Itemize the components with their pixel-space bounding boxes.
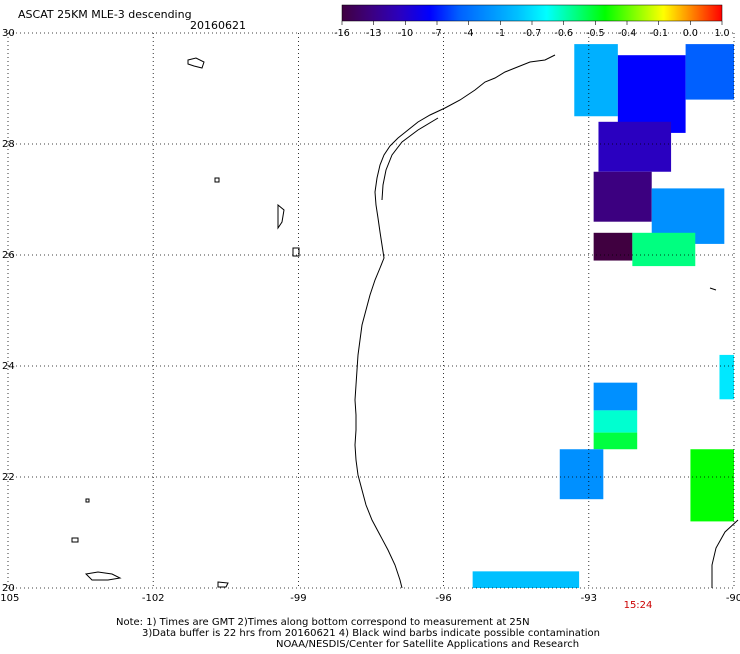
wind-cell <box>719 354 734 400</box>
x-tick-label: -102 <box>142 593 165 604</box>
wind-cell <box>593 432 638 450</box>
x-tick-label: -96 <box>435 593 451 604</box>
wind-cell <box>593 382 638 411</box>
island-7 <box>71 537 79 543</box>
note-line-1: Note: 1) Times are GMT 2)Times along bot… <box>116 617 530 628</box>
colorbar <box>341 4 723 22</box>
chart-title: ASCAT 25KM MLE-3 descending <box>18 8 192 21</box>
y-tick-label: 24 <box>2 361 15 372</box>
yucatan-coast <box>711 519 739 588</box>
y-tick-label: 30 <box>2 28 15 39</box>
island-2 <box>214 177 220 183</box>
colorbar-ticks: -16 -13 -10 -7 -4 -1 -0.7 -0.6 -0.5 -0.4 -0.1 0.0 1.… <box>334 21 730 39</box>
wind-cell <box>593 410 638 433</box>
y-tick-label: 22 <box>2 472 15 483</box>
island-4 <box>292 247 300 257</box>
colorbar-tick-label: 0.0 <box>683 28 698 39</box>
wind-cell <box>559 449 604 500</box>
wind-cell <box>574 44 618 117</box>
colorbar-tick-label: -0.5 <box>586 28 605 39</box>
y-tick-labels: 20 22 24 26 28 30 <box>2 28 15 594</box>
colorbar-tick-label: -1 <box>496 28 505 39</box>
island-5 <box>84 571 122 581</box>
x-tick-label: -90 <box>726 593 740 604</box>
colorbar-tick-label: -0.7 <box>523 28 542 39</box>
barrier-island <box>381 117 439 201</box>
colorbar-tick-label: -10 <box>398 28 414 39</box>
texas-coast <box>354 54 556 589</box>
note-line-2: 3)Data buffer is 22 hrs from 20160621 4)… <box>142 628 600 639</box>
colorbar-tick-label: -7 <box>432 28 441 39</box>
gridlines <box>7 32 735 589</box>
island-3 <box>277 203 285 230</box>
wind-cell <box>593 171 652 222</box>
colorbar-tick-label: -4 <box>464 28 473 39</box>
colorbar-tick-label: -13 <box>366 28 382 39</box>
x-tick-label: -99 <box>290 593 306 604</box>
wind-cell <box>617 55 686 133</box>
note-line-3: NOAA/NESDIS/Center for Satellite Applica… <box>276 639 579 650</box>
time-label: 15:24 <box>624 600 653 611</box>
y-tick-label: 28 <box>2 139 15 150</box>
colorbar-tick-label: 1.0 <box>714 28 729 39</box>
colorbar-tick-label: -0.4 <box>618 28 637 39</box>
x-tick-labels: -105 -102 -99 -96 -93 -90 <box>0 593 740 604</box>
wind-cell <box>472 571 580 588</box>
island-1 <box>187 57 205 69</box>
y-tick-label: 26 <box>2 250 15 261</box>
x-tick-label: -105 <box>0 593 19 604</box>
wind-cells <box>472 44 734 588</box>
colorbar-tick-label: -0.6 <box>554 28 573 39</box>
island-6 <box>217 581 229 588</box>
wind-cell <box>632 232 696 267</box>
island-8 <box>85 498 90 503</box>
y-tick-label: 20 <box>2 583 15 594</box>
coastline <box>71 54 739 589</box>
colorbar-tick-label: -16 <box>334 28 350 39</box>
wind-cell <box>598 121 672 172</box>
wind-cell <box>685 44 734 100</box>
chart-date: 20160621 <box>190 19 246 32</box>
wind-cell <box>593 232 633 261</box>
wind-cell <box>690 449 734 522</box>
colorbar-tick-label: -0.1 <box>649 28 668 39</box>
islands-east <box>709 287 717 291</box>
x-tick-label: -93 <box>581 593 597 604</box>
